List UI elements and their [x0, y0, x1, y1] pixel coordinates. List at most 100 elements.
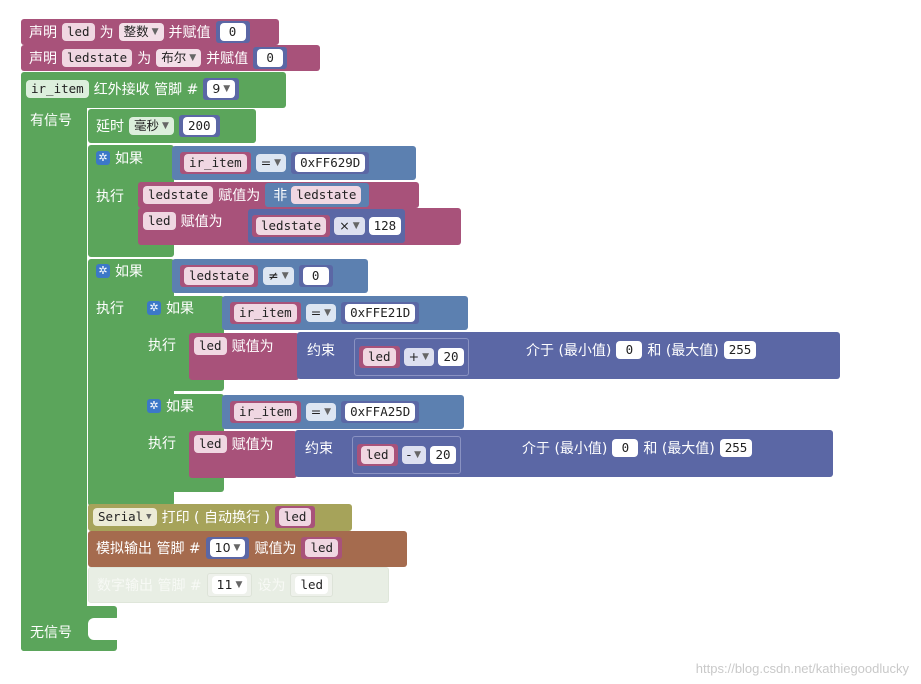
- left-operand-field[interactable]: ir_item: [234, 304, 297, 322]
- pin-dropdown[interactable]: 10 ▼: [209, 539, 246, 557]
- variable-name-field[interactable]: ledstate: [62, 49, 133, 67]
- gear-icon[interactable]: ✲: [96, 264, 110, 278]
- min-field[interactable]: 0: [616, 341, 643, 359]
- compare-block-2[interactable]: ledstate ≠ ▼ 0: [172, 259, 368, 293]
- delay-unit-dropdown[interactable]: 毫秒 ▼: [129, 117, 174, 135]
- constrain-block-2[interactable]: 约束 led - ▼ 20 介于 (最小值) 0 和 (最大值) 255: [295, 430, 833, 477]
- declare-ledstate-block[interactable]: 声明 ledstate 为 布尔 ▼ 并赋值 0: [21, 45, 320, 71]
- left-operand-field[interactable]: ir_item: [184, 154, 247, 172]
- multiply-right-field[interactable]: 128: [368, 217, 402, 235]
- set-ledstate-block[interactable]: ledstate 赋值为 非 ledstate: [138, 182, 419, 208]
- right-operand-field[interactable]: 0xFF629D: [295, 154, 366, 172]
- analog-value-slot[interactable]: led: [301, 537, 343, 559]
- gear-icon[interactable]: ✲: [147, 301, 161, 315]
- assign-label: 赋值为: [231, 437, 274, 453]
- pin-dropdown[interactable]: 11 ▼: [211, 576, 248, 594]
- set-variable-field[interactable]: ledstate: [143, 186, 214, 204]
- delay-value-slot[interactable]: 200: [178, 115, 220, 137]
- number-field[interactable]: 0: [257, 49, 284, 67]
- add-left-slot[interactable]: led: [359, 346, 400, 368]
- pin-slot[interactable]: 9 ▼: [203, 78, 240, 100]
- declare-led-block[interactable]: 声明 led 为 整数 ▼ 并赋值 0: [21, 19, 279, 45]
- pin-slot[interactable]: 10 ▼: [205, 537, 250, 559]
- type-dropdown-value: 布尔: [161, 50, 187, 65]
- compare-block-3[interactable]: ir_item = ▼ 0xFFE21D: [222, 296, 468, 330]
- serial-port-dropdown[interactable]: Serial ▼: [93, 508, 157, 526]
- variable-name-field[interactable]: led: [62, 23, 95, 41]
- serial-port-value: Serial: [98, 509, 144, 524]
- type-dropdown[interactable]: 布尔 ▼: [156, 49, 202, 67]
- add-left-field[interactable]: led: [363, 348, 396, 366]
- left-operand-field[interactable]: ir_item: [234, 403, 297, 421]
- chevron-down-icon: ▼: [324, 407, 332, 417]
- type-dropdown[interactable]: 整数 ▼: [118, 23, 164, 41]
- set-led-constrain-block-2[interactable]: led 赋值为: [189, 431, 297, 478]
- print-value-slot[interactable]: led: [274, 506, 316, 528]
- multiply-left-slot[interactable]: ledstate: [252, 215, 331, 237]
- math-operator-dropdown[interactable]: + ▼: [403, 348, 434, 366]
- serial-print-block[interactable]: Serial ▼ 打印 ( 自动换行 ) led: [88, 504, 352, 531]
- right-operand-slot[interactable]: 0xFFA25D: [341, 401, 420, 423]
- right-operand-field[interactable]: 0xFFE21D: [345, 304, 416, 322]
- right-operand-slot[interactable]: 0: [298, 265, 333, 287]
- right-operand-field[interactable]: 0xFFA25D: [345, 403, 416, 421]
- chevron-down-icon: ▼: [235, 580, 243, 590]
- analog-value-field[interactable]: led: [305, 539, 339, 557]
- set-variable-field[interactable]: led: [194, 435, 227, 453]
- math-operator-dropdown[interactable]: - ▼: [401, 446, 427, 464]
- subtract-block[interactable]: led - ▼ 20: [352, 436, 462, 474]
- digital-value-slot[interactable]: led: [290, 573, 334, 597]
- math-operator-dropdown[interactable]: × ▼: [334, 217, 365, 235]
- subtract-left-field[interactable]: led: [361, 446, 394, 464]
- set-variable-field[interactable]: led: [143, 212, 176, 230]
- pin-dropdown[interactable]: 9 ▼: [207, 80, 236, 98]
- not-operand-field[interactable]: ledstate: [291, 186, 362, 204]
- compare-block-4[interactable]: ir_item = ▼ 0xFFA25D: [222, 395, 464, 429]
- digital-value-field[interactable]: led: [295, 576, 329, 594]
- left-operand-slot[interactable]: ledstate: [180, 265, 259, 287]
- add-right-field[interactable]: 20: [437, 348, 464, 366]
- print-value-field[interactable]: led: [278, 508, 312, 526]
- set-led-constrain-block-1[interactable]: led 赋值为: [189, 333, 299, 380]
- constrain-block-1[interactable]: 约束 led + ▼ 20 介于 (最小值) 0 和 (最大值) 255: [297, 332, 840, 379]
- multiply-block[interactable]: ledstate × ▼ 128: [248, 209, 406, 243]
- delay-block[interactable]: 延时 毫秒 ▼ 200: [88, 109, 256, 143]
- left-operand-field[interactable]: ledstate: [184, 267, 255, 285]
- chevron-down-icon: ▼: [324, 308, 332, 318]
- add-block[interactable]: led + ▼ 20: [354, 338, 469, 376]
- left-operand-slot[interactable]: ir_item: [230, 302, 301, 324]
- right-operand-slot[interactable]: 0xFFE21D: [341, 302, 420, 324]
- value-slot[interactable]: 0: [253, 47, 288, 69]
- max-field[interactable]: 255: [723, 341, 757, 359]
- if-label: 如果: [166, 301, 194, 317]
- left-operand-slot[interactable]: ir_item: [230, 401, 301, 423]
- multiply-left-field[interactable]: ledstate: [256, 217, 327, 235]
- set-led-block[interactable]: led 赋值为 ledstate × ▼ 128: [138, 208, 461, 245]
- set-variable-field[interactable]: led: [194, 337, 227, 355]
- subtract-left-slot[interactable]: led: [357, 444, 398, 466]
- operator-dropdown[interactable]: = ▼: [305, 403, 337, 421]
- right-operand-slot[interactable]: 0xFF629D: [291, 152, 370, 174]
- compare-block[interactable]: ir_item = ▼ 0xFF629D: [172, 146, 416, 180]
- pin-slot[interactable]: 11 ▼: [206, 573, 253, 597]
- not-block[interactable]: 非 ledstate: [265, 183, 370, 207]
- ir-variable-field[interactable]: ir_item: [26, 80, 89, 98]
- number-field[interactable]: 0: [219, 23, 246, 41]
- operator-dropdown[interactable]: ≠ ▼: [263, 267, 294, 285]
- value-slot[interactable]: 0: [215, 21, 250, 43]
- gear-icon[interactable]: ✲: [147, 399, 161, 413]
- right-operand-field[interactable]: 0: [302, 267, 329, 285]
- analog-write-block[interactable]: 模拟输出 管脚 # 10 ▼ 赋值为 led: [88, 531, 407, 567]
- subtract-right-field[interactable]: 20: [430, 446, 457, 464]
- chevron-down-icon: ▼: [274, 158, 282, 168]
- has-signal-label: 有信号: [30, 113, 72, 129]
- operator-dropdown[interactable]: = ▼: [255, 154, 287, 172]
- delay-value-field[interactable]: 200: [182, 117, 216, 135]
- else-empty-slot: [88, 618, 118, 640]
- digital-write-block-disabled[interactable]: 数字输出 管脚 # 11 ▼ 设为 led: [88, 567, 389, 603]
- left-operand-slot[interactable]: ir_item: [180, 152, 251, 174]
- min-field[interactable]: 0: [612, 439, 639, 457]
- max-field[interactable]: 255: [719, 439, 753, 457]
- operator-dropdown[interactable]: = ▼: [305, 304, 337, 322]
- gear-icon[interactable]: ✲: [96, 151, 110, 165]
